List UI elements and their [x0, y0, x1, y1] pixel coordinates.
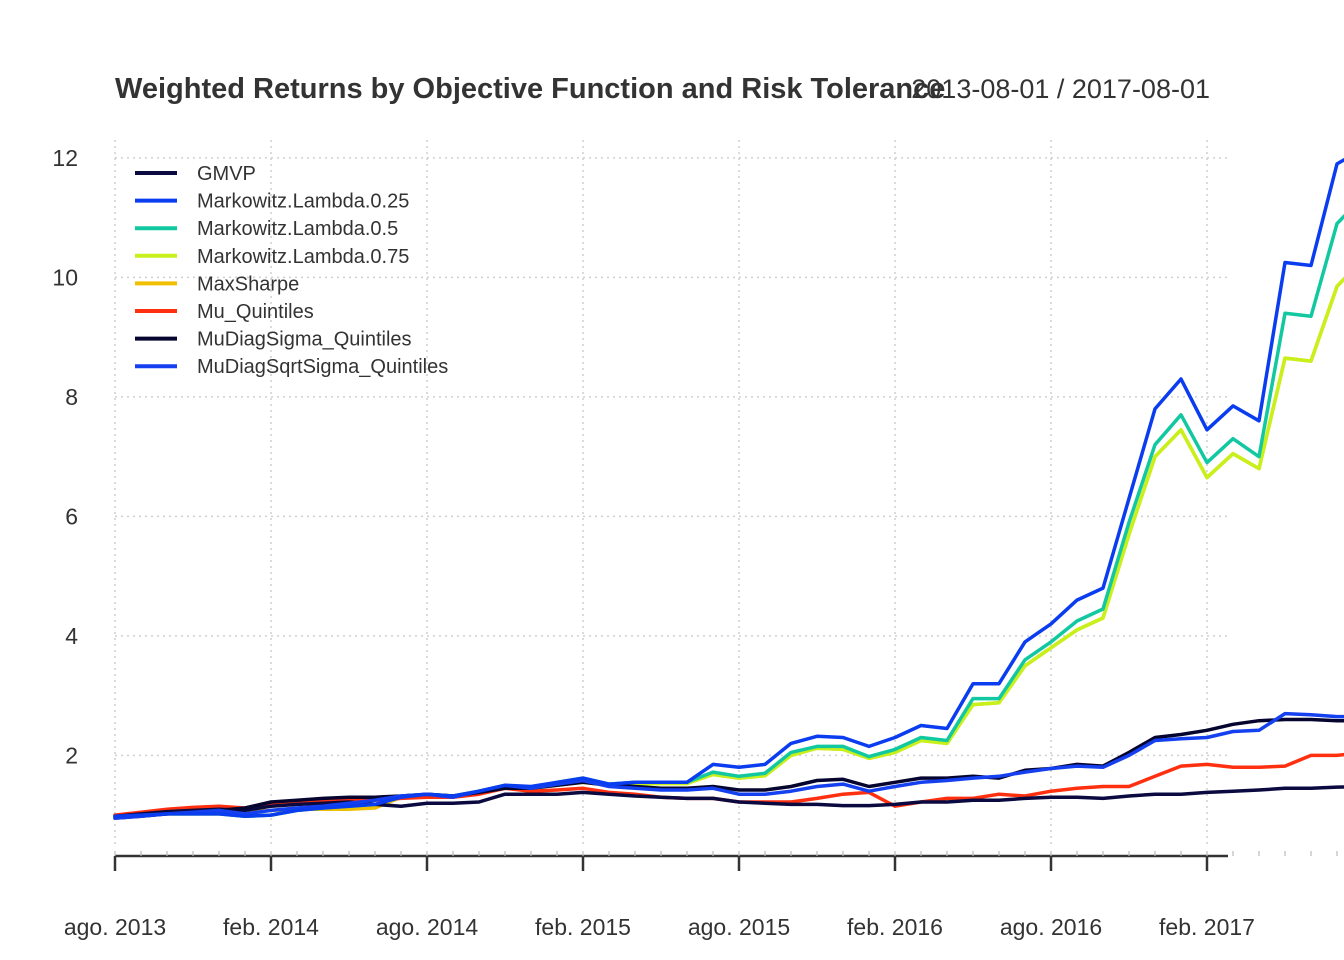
series-line-markowitz-lambda-0-25 — [113, 157, 1344, 819]
series-lines — [113, 157, 1344, 820]
series-line-gmvp — [113, 785, 1344, 819]
x-tick-label: ago. 2015 — [688, 914, 790, 940]
y-tick-label: 6 — [65, 503, 78, 529]
x-tick-label: feb. 2016 — [847, 914, 943, 940]
legend-label: MaxSharpe — [197, 273, 299, 295]
legend-label: Markowitz.Lambda.0.5 — [197, 218, 398, 240]
y-tick-label: 4 — [65, 623, 78, 649]
legend-label: Markowitz.Lambda.0.25 — [197, 191, 409, 213]
x-tick-label: ago. 2014 — [376, 914, 479, 940]
chart-title: Weighted Returns by Objective Function a… — [115, 73, 945, 105]
y-axis: 2 4 6 8 10 12 — [52, 145, 78, 768]
x-tick-label: feb. 2017 — [1159, 914, 1255, 940]
legend: GMVP Markowitz.Lambda.0.25 Markowitz.Lambd… — [135, 163, 448, 378]
x-tick-label: ago. 2016 — [1000, 914, 1102, 940]
x-tick-label: feb. 2014 — [223, 914, 319, 940]
chart-date-range: 2013-08-01 / 2017-08-01 — [911, 74, 1210, 104]
y-tick-label: 2 — [65, 742, 78, 768]
x-tick-label: ago. 2013 — [64, 914, 166, 940]
series-line-mudiagsqrtsigma-quintiles — [113, 711, 1344, 820]
y-tick-label: 12 — [52, 145, 78, 171]
series-line-mudiagsigma-quintiles — [113, 717, 1344, 820]
legend-label: GMVP — [197, 163, 256, 185]
y-tick-label: 8 — [65, 384, 78, 410]
legend-label: MuDiagSigma_Quintiles — [197, 329, 412, 351]
series-line-markowitz-lambda-0-5 — [113, 213, 1344, 819]
legend-label: MuDiagSqrtSigma_Quintiles — [197, 356, 448, 378]
legend-label: Mu_Quintiles — [197, 301, 314, 323]
legend-label: Markowitz.Lambda.0.75 — [197, 246, 409, 268]
x-axis: ago. 2013 feb. 2014 ago. 2014 feb. 2015 ago.… — [64, 851, 1338, 940]
y-tick-label: 10 — [52, 264, 78, 290]
x-tick-label: feb. 2015 — [535, 914, 631, 940]
